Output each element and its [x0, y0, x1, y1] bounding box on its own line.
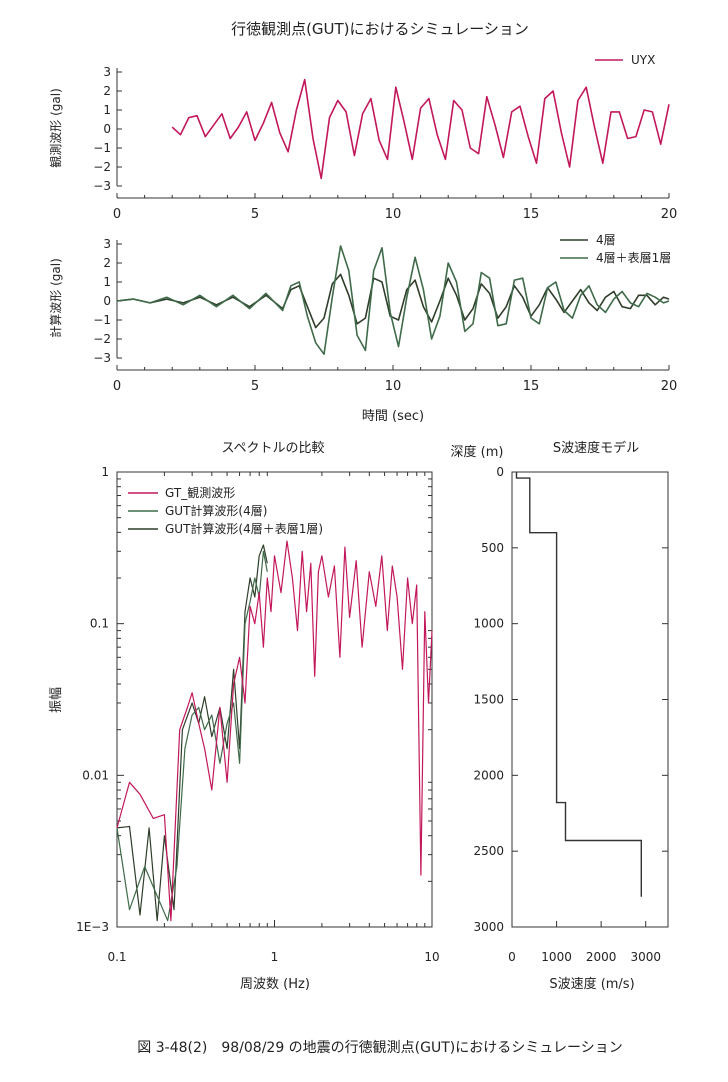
y-tick-label: 1	[103, 103, 111, 117]
series-line-vs-model-0	[515, 472, 642, 897]
x-tick-label: 5	[251, 379, 259, 394]
x-tick-label: 20	[661, 379, 678, 394]
y-tick-label: 3	[103, 237, 111, 251]
y-tick-label: 1	[101, 465, 109, 479]
vs-model-title: S波速度モデル	[553, 440, 639, 456]
spectrum-xlabel: 周波数 (Hz)	[240, 977, 310, 992]
x-tick-label: 20	[661, 207, 678, 222]
x-tick-label: 10	[385, 207, 402, 222]
x-tick-label: 2000	[586, 950, 617, 964]
y-tick-label: −2	[93, 332, 111, 346]
legend-label: 4層＋表層1層	[596, 251, 671, 265]
observed-ylabel: 観測波形 (gal)	[49, 88, 63, 167]
x-tick-label: 10	[385, 379, 402, 394]
y-tick-label: 500	[481, 541, 504, 555]
vs-model-ylabel: 深度 (m)	[451, 444, 504, 460]
y-tick-label: −2	[93, 160, 111, 174]
y-tick-label: 0	[103, 294, 111, 308]
series-line-spectrum-2	[116, 544, 268, 922]
y-tick-label: 3	[103, 65, 111, 79]
vs-model-axes: 0 500 1000 1500 2000 2500 3000 0 1000 2000 3000	[473, 465, 668, 964]
spectrum-axes: 0.1 1 10 1 0.1 0.01 1E−3	[76, 465, 440, 964]
calculated-xlabel: 時間 (sec)	[362, 409, 424, 424]
vs-model-xlabel: S波速度 (m/s)	[549, 976, 634, 992]
y-tick-label: −1	[93, 313, 111, 327]
observed-legend: UYX	[595, 53, 655, 67]
calculated-legend: 4層 4層＋表層1層	[560, 233, 671, 265]
x-tick-label: 15	[523, 379, 540, 394]
legend-label: 4層	[596, 233, 616, 247]
x-tick-label: 1	[271, 950, 279, 964]
x-tick-label: 0.1	[107, 950, 126, 964]
y-tick-label: 1	[103, 275, 111, 289]
series-line-spectrum-1	[116, 550, 268, 922]
y-tick-label: −3	[93, 179, 111, 193]
series-line-spectrum-0	[116, 540, 433, 922]
series-line-calculated-0	[116, 273, 670, 329]
y-tick-label: 2000	[473, 768, 504, 782]
y-tick-label: 2500	[473, 844, 504, 858]
observed-series	[171, 78, 670, 180]
spectrum-legend: GT_観測波形 GUT計算波形(4層) GUT計算波形(4層＋表層1層)	[128, 486, 323, 536]
x-tick-label: 10	[424, 950, 439, 964]
x-tick-label: 5	[251, 207, 259, 222]
legend-label: GUT計算波形(4層＋表層1層)	[165, 521, 323, 536]
figure-caption: 図 3-48(2) 98/08/29 の地震の行徳観測点(GUT)におけるシミュ…	[137, 1039, 622, 1056]
y-tick-label: 0.01	[82, 768, 109, 782]
legend-label: GUT計算波形(4層)	[165, 503, 267, 518]
vs-model-series	[515, 472, 642, 897]
y-tick-label: 0	[103, 122, 111, 136]
y-tick-label: 0.1	[90, 617, 109, 631]
legend-label: UYX	[631, 53, 655, 67]
legend-label: GT_観測波形	[165, 486, 235, 500]
page-title: 行徳観測点(GUT)におけるシミュレーション	[231, 20, 529, 38]
spectrum-ylabel: 振幅	[49, 687, 64, 713]
y-tick-label: 1500	[473, 693, 504, 707]
calculated-series	[116, 245, 670, 356]
x-tick-label: 1000	[541, 950, 572, 964]
y-tick-label: −3	[93, 351, 111, 365]
x-tick-label: 15	[523, 207, 540, 222]
y-tick-label: −1	[93, 141, 111, 155]
spectrum-panel: スペクトルの比較 振幅 周波数 (Hz) 0.1 1 1010.10.011E−3 …	[49, 441, 440, 992]
y-tick-label: 3000	[473, 920, 504, 934]
series-line-observed-0	[171, 78, 670, 180]
y-tick-label: 2	[103, 84, 111, 98]
y-tick-label: 1000	[473, 617, 504, 631]
vs-model-panel: S波速度モデル 深度 (m) S波速度 (m/s) 0 500 1000 1500 20…	[451, 440, 669, 992]
spectrum-series	[116, 540, 433, 922]
vs-model-frame	[511, 471, 669, 928]
x-tick-label: 0	[508, 950, 516, 964]
spectrum-frame	[116, 471, 433, 928]
calculated-ylabel: 計算波形 (gal)	[48, 258, 63, 337]
x-tick-label: 0	[113, 207, 121, 222]
series-line-calculated-1	[116, 245, 670, 356]
x-tick-label: 3000	[630, 950, 661, 964]
spectrum-title: スペクトルの比較	[221, 441, 324, 456]
x-tick-label: 0	[113, 379, 121, 394]
y-tick-label: 0	[496, 465, 504, 479]
y-tick-label: 1E−3	[76, 920, 109, 934]
y-tick-label: 2	[103, 256, 111, 270]
